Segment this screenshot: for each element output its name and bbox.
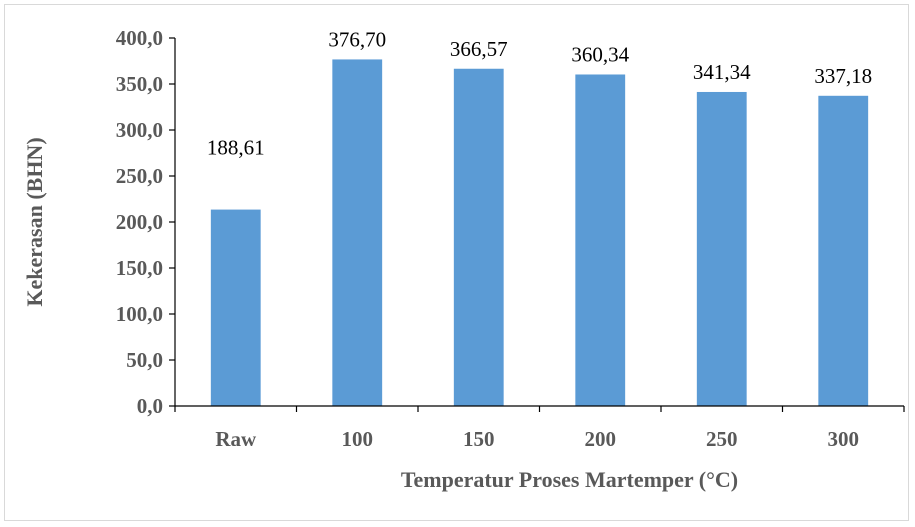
x-tick-label: Raw (215, 427, 257, 451)
bar-100 (332, 59, 383, 406)
x-axis-ticks: Raw 100 150 200 250 300 (174, 406, 905, 451)
bar-200 (575, 74, 626, 407)
bar-300 (818, 95, 869, 406)
data-label: 360,34 (571, 42, 629, 66)
bar-Raw (210, 209, 261, 406)
data-label: 337,18 (814, 64, 872, 88)
y-tick-label: 0,0 (137, 394, 163, 418)
y-axis-title: Kekerasan (BHN) (22, 137, 47, 306)
x-tick-label: 150 (463, 427, 495, 451)
y-tick-label: 250,0 (116, 164, 163, 188)
y-tick-label: 400,0 (116, 26, 163, 50)
data-label: 376,70 (328, 27, 386, 51)
x-tick-label: 300 (828, 427, 860, 451)
y-tick-label: 50,0 (126, 348, 163, 372)
data-labels: 188,61 376,70 366,57 360,34 341,34 337,18 (207, 27, 872, 159)
y-axis-ticks: 0,0 50,0 100,0 150,0 200,0 250,0 300,0 350,0 400… (116, 26, 175, 418)
data-label: 366,57 (450, 37, 508, 61)
bar-250 (696, 91, 747, 407)
x-tick-label: 100 (342, 427, 374, 451)
x-tick-label: 200 (585, 427, 617, 451)
y-tick-label: 100,0 (116, 302, 163, 326)
bars (210, 59, 869, 407)
data-label: 188,61 (207, 136, 265, 160)
data-label: 341,34 (693, 60, 751, 84)
y-tick-label: 350,0 (116, 72, 163, 96)
x-axis-title: Temperatur Proses Martemper (°C) (401, 467, 738, 492)
bar-150 (453, 68, 504, 406)
y-tick-label: 200,0 (116, 210, 163, 234)
y-tick-label: 150,0 (116, 256, 163, 280)
y-tick-label: 300,0 (116, 118, 163, 142)
x-tick-label: 250 (706, 427, 738, 451)
